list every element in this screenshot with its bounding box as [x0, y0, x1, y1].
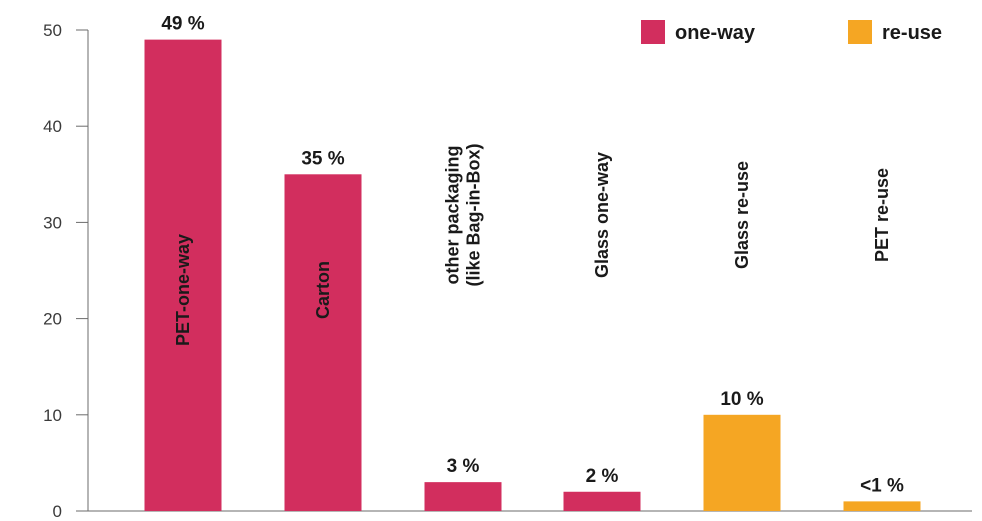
legend-swatch-re-use	[848, 20, 872, 44]
bar-one-way	[563, 491, 641, 511]
category-label: PET-one-way	[173, 234, 193, 346]
label-layer: 49 % PET-one-way 35 % Carton 3 % other packag…	[161, 14, 904, 497]
y-tick-label: 10	[43, 406, 62, 425]
y-tick-label: 0	[53, 502, 62, 521]
bar-one-way	[424, 482, 502, 511]
category-label: Carton	[313, 261, 333, 319]
axis-layer: 0 10 20 30 40 50	[43, 21, 972, 521]
category-label: (like Bag-in-Box)	[464, 143, 484, 286]
bar-value-label: 35 %	[301, 148, 344, 169]
legend-label: re-use	[882, 22, 942, 44]
category-label: other packaging	[443, 145, 463, 284]
category-label: Glass re-use	[732, 161, 752, 269]
bar-re-use	[703, 414, 781, 511]
bar-one-way	[284, 174, 362, 512]
bar-layer	[144, 39, 921, 512]
y-tick-label: 50	[43, 21, 62, 40]
y-tick-label: 20	[43, 310, 62, 329]
bar-value-label: 49 %	[161, 14, 204, 35]
legend-swatch-one-way	[641, 20, 665, 44]
bar-value-label: 2 %	[586, 466, 619, 487]
bar-value-label: 10 %	[720, 389, 763, 410]
category-label: Glass one-way	[592, 152, 612, 278]
legend: one-way re-use	[641, 20, 942, 44]
bar-value-label: <1 %	[860, 475, 904, 496]
bar-one-way	[144, 39, 222, 512]
bar-re-use	[843, 501, 921, 511]
legend-label: one-way	[675, 22, 756, 44]
category-label: PET re-use	[872, 168, 892, 262]
y-tick-label: 30	[43, 213, 62, 232]
y-tick-label: 40	[43, 117, 62, 136]
bar-value-label: 3 %	[447, 456, 480, 477]
